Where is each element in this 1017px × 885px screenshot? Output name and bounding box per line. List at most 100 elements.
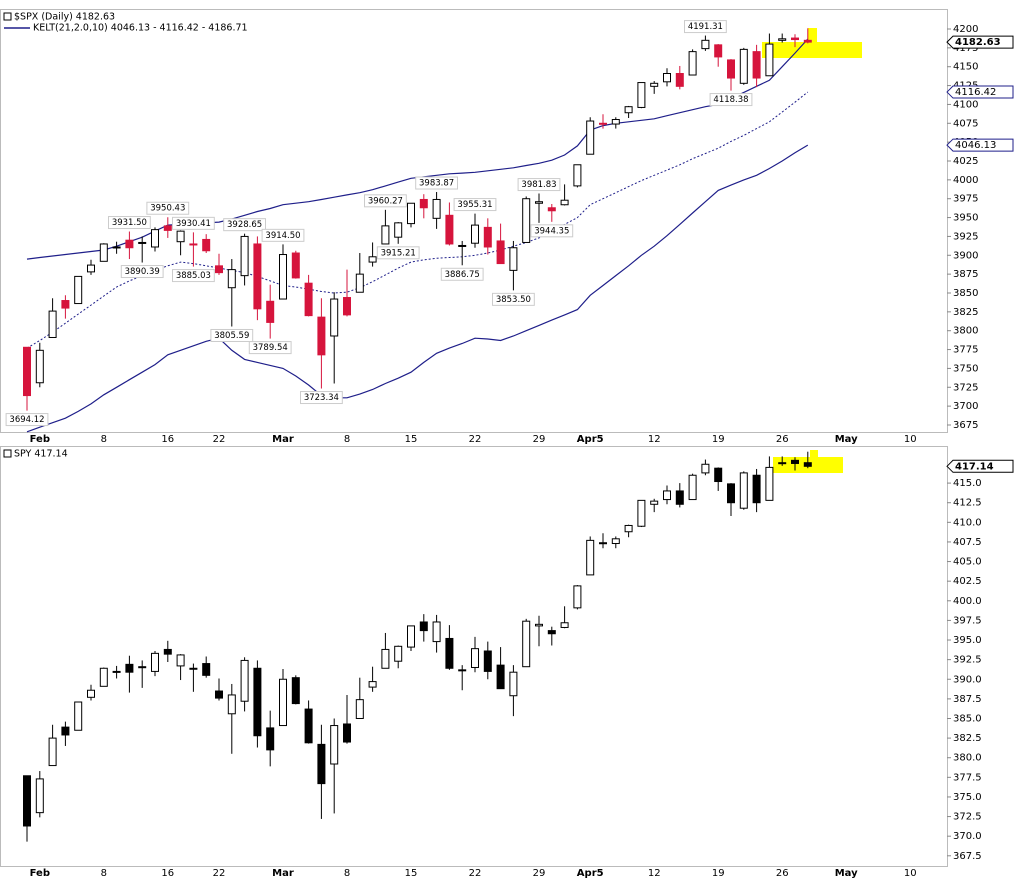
candle-body [803,462,812,467]
annotation: 3890.39 [125,267,160,277]
y-tick-label: 415.0 [953,478,982,489]
candle-body [48,737,57,767]
candle-body [87,689,95,698]
candle-body [509,671,518,697]
annotation: 4191.31 [688,22,723,32]
candle-body [650,500,659,505]
candle-body [419,198,428,209]
candle-body [215,690,223,699]
candle-body [215,265,223,274]
candle-body [304,708,313,744]
y-tick-label: 3925 [953,231,978,242]
x-tick-label: May [835,434,858,445]
candle-body [74,275,83,305]
y-tick-label: 392.5 [953,655,982,666]
candle-body [496,240,505,265]
title-icon [3,449,12,458]
candle-body [138,666,147,669]
candle-body [547,207,556,212]
x-tick-label: Feb [30,868,50,879]
annotation: 3723.34 [304,393,339,403]
candle-body [368,681,377,688]
candle-body [61,300,70,309]
y-tick-label: 380.0 [953,753,982,764]
candle-body [48,310,57,338]
candle-body [573,585,582,609]
annotation-box [210,328,254,342]
annotation-box [709,93,753,107]
y-tick-label: 385.0 [953,713,982,724]
candle-body [112,670,121,673]
y-tick-label: 4150 [953,62,978,73]
candle-body [458,669,467,672]
x-tick-label: 12 [648,868,661,879]
y-tick-label: 375.0 [953,792,982,803]
x-tick-label: 8 [344,434,350,445]
candle-body [291,677,300,705]
candle-body [394,222,403,238]
annotation: 4118.38 [713,95,748,105]
candle-body [23,346,31,397]
x-tick-label: 26 [776,434,789,445]
x-tick-label: 15 [405,434,418,445]
candle-body [240,659,249,702]
candle-body [343,297,351,316]
candle-body [688,51,697,76]
annotation: 3853.50 [496,295,531,305]
y-tick-label: 377.5 [953,772,982,783]
candle-body [407,202,415,225]
annotation-box [146,201,190,215]
candle-body [151,652,159,672]
candle-body [599,122,607,125]
value-tag [946,85,1014,99]
x-tick-label: 22 [213,868,226,879]
candle-body [445,637,454,669]
annotation: 3886.75 [445,270,480,280]
candle-body [573,164,582,187]
y-tick-label: 4200 [953,24,978,35]
y-tick-label: 390.0 [953,674,982,685]
x-tick-label: 8 [101,868,107,879]
candle-body [611,119,620,125]
candle-body [483,650,492,672]
candle-body [445,214,454,245]
x-tick-label: 22 [469,434,482,445]
annotation: 3983.87 [419,179,454,189]
candle-body [432,621,441,643]
y-tick-label: 397.5 [953,615,982,626]
candle-body [176,230,185,243]
candle-body [291,252,300,279]
x-tick-label: Mar [272,434,294,445]
title-icon [3,12,12,21]
candle-body [803,39,812,43]
y-tick-label: 3800 [953,326,978,337]
annotation: 3955.31 [457,200,492,210]
y-tick-label: 4025 [953,156,978,167]
x-tick-label: 10 [904,434,917,445]
x-tick-label: Mar [272,868,294,879]
candle-body [202,238,211,252]
candle-body [688,474,697,501]
candle-body [791,459,799,464]
annotation-box [223,218,266,232]
candle-body [752,474,761,504]
candle-body [279,678,287,727]
y-tick-label: 3975 [953,194,978,205]
annotation-box [453,198,497,212]
candle-body [74,701,83,731]
candle-body [714,467,723,483]
x-tick-label: 22 [469,868,482,879]
candle-body [624,106,633,114]
annotation: 3960.27 [368,196,403,206]
candle-body [458,244,467,247]
candle-body [701,39,710,50]
candle-body [381,648,390,669]
annotation-box [684,20,727,34]
candle-body [471,224,479,244]
y-tick-label: 410.0 [953,517,982,528]
annotation-box [120,265,164,279]
candle-body [253,243,262,310]
candle-body [176,654,185,667]
annotation-box [108,216,151,230]
candle-body [99,243,108,262]
